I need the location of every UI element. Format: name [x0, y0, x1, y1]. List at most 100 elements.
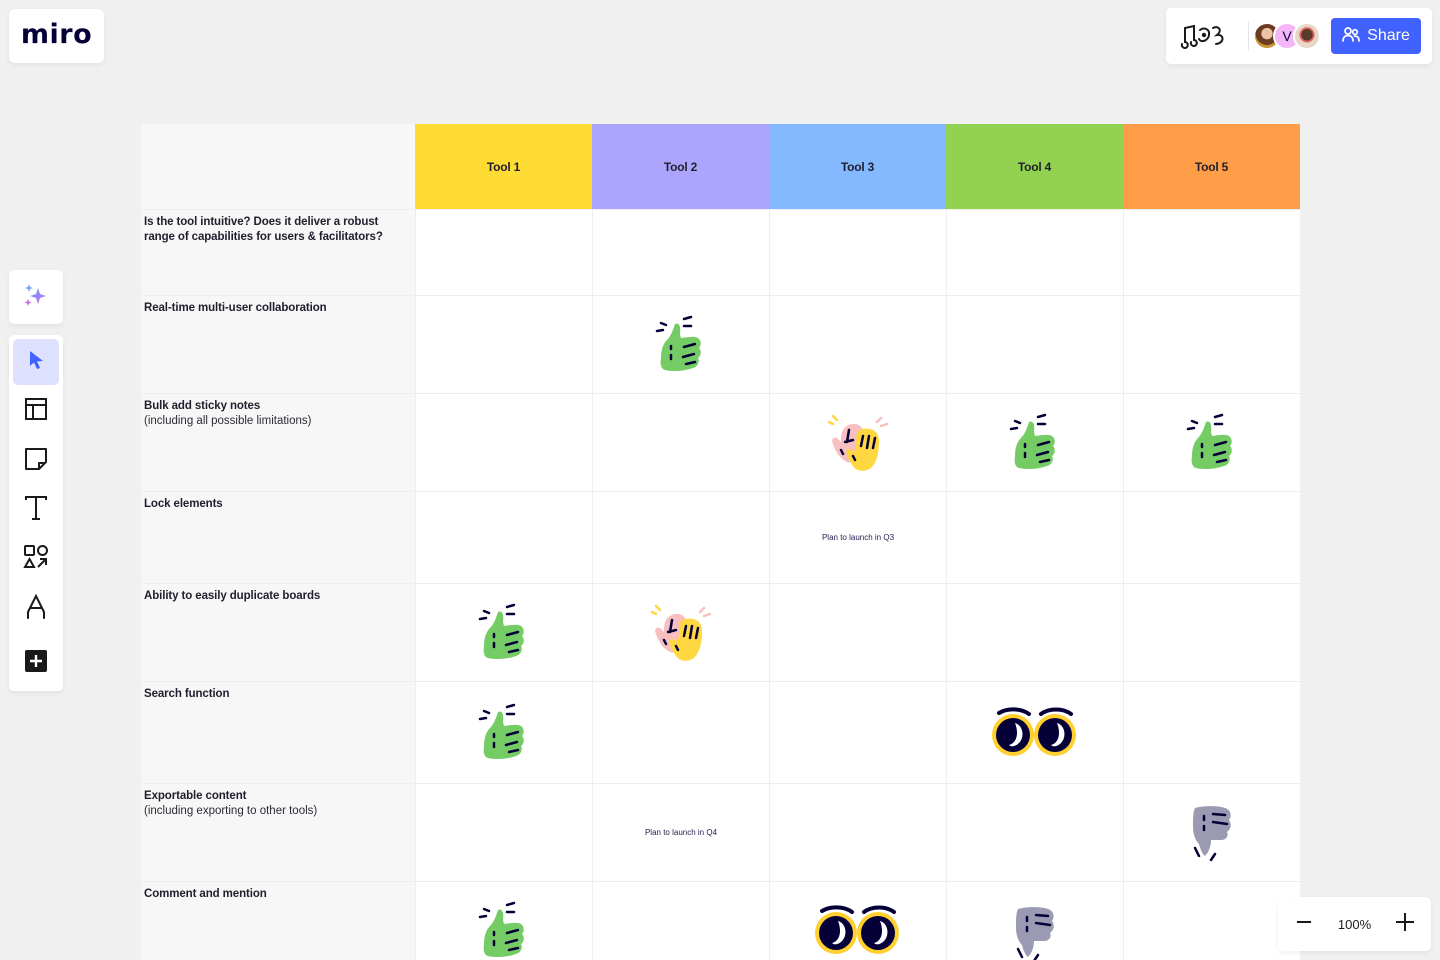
column-header-tool-3[interactable]: Tool 3 [769, 124, 946, 209]
eyes-icon[interactable] [989, 705, 1081, 761]
minus-icon [1295, 913, 1313, 936]
column-header-label: Tool 3 [840, 159, 875, 174]
table-cell[interactable] [592, 583, 769, 681]
eyes-icon[interactable] [812, 903, 904, 959]
table-cell[interactable] [769, 681, 946, 783]
table-cell[interactable] [415, 583, 592, 681]
row-label-cell[interactable]: Ability to easily duplicate boards [141, 583, 415, 681]
table-cell[interactable] [592, 393, 769, 491]
table-cell[interactable] [769, 783, 946, 881]
column-header-label: Tool 4 [1017, 159, 1052, 174]
avatar[interactable] [1293, 22, 1321, 50]
zoom-in-button[interactable] [1393, 912, 1417, 936]
select-tool[interactable] [13, 339, 59, 385]
table-cell[interactable] [415, 881, 592, 960]
table-cell[interactable] [1123, 393, 1300, 491]
thumbs-up-icon[interactable] [476, 900, 532, 960]
table-cell[interactable] [946, 209, 1123, 295]
table-cell[interactable] [415, 209, 592, 295]
table-cell[interactable] [946, 583, 1123, 681]
table-cell[interactable] [946, 491, 1123, 583]
table-cell[interactable] [415, 295, 592, 393]
row-sublabel: (including all possible limitations) [144, 415, 312, 427]
users-icon [1342, 26, 1360, 47]
pen-tool[interactable] [13, 586, 59, 632]
table-cell[interactable] [415, 393, 592, 491]
table-cell[interactable] [1123, 295, 1300, 393]
table-cell[interactable] [415, 681, 592, 783]
cursor-icon [26, 349, 46, 376]
table-cell[interactable] [415, 491, 592, 583]
row-label-cell[interactable]: Search function [141, 681, 415, 783]
row-label: Comment and mention [144, 888, 267, 900]
table-cell[interactable]: Plan to launch in Q3 [769, 491, 946, 583]
table-cell[interactable] [769, 393, 946, 491]
row-label: Real-time multi-user collaboration [144, 302, 327, 314]
table-cell[interactable] [769, 583, 946, 681]
table-cell[interactable] [946, 681, 1123, 783]
column-header-label: Tool 2 [663, 159, 698, 174]
table-cell[interactable] [1123, 491, 1300, 583]
column-header-tool-5[interactable]: Tool 5 [1123, 124, 1300, 209]
high-five-icon[interactable] [648, 600, 714, 666]
row-label-cell[interactable]: Real-time multi-user collaboration [141, 295, 415, 393]
share-label: Share [1367, 27, 1410, 44]
share-button[interactable]: Share [1331, 18, 1421, 54]
zoom-level[interactable]: 100% [1337, 916, 1372, 932]
table-grid: Tool 1 Tool 2 Tool 3 Tool 4 Tool 5 Is the too… [141, 124, 1300, 960]
table-cell[interactable] [1123, 209, 1300, 295]
table-cell[interactable] [592, 681, 769, 783]
shapes-tool[interactable] [13, 536, 59, 582]
column-header-tool-4[interactable]: Tool 4 [946, 124, 1123, 209]
ai-assist-button[interactable] [9, 270, 63, 324]
sticky-note-tool[interactable] [13, 438, 59, 484]
column-header-tool-1[interactable]: Tool 1 [415, 124, 592, 209]
table-cell[interactable] [592, 209, 769, 295]
thumbs-up-icon[interactable] [1007, 412, 1063, 474]
row-label-cell[interactable]: Lock elements [141, 491, 415, 583]
row-label: Lock elements [144, 498, 223, 510]
thumbs-down-icon[interactable] [1010, 903, 1060, 960]
text-tool[interactable] [13, 487, 59, 533]
table-cell[interactable] [1123, 681, 1300, 783]
templates-tool[interactable] [13, 388, 59, 434]
plus-icon [24, 649, 48, 678]
column-header-tool-2[interactable]: Tool 2 [592, 124, 769, 209]
table-cell[interactable]: Plan to launch in Q4 [592, 783, 769, 881]
board-reactions-icon[interactable] [1178, 21, 1234, 51]
cell-note: Plan to launch in Q4 [644, 828, 718, 837]
table-cell[interactable] [592, 491, 769, 583]
row-sublabel: (including exporting to other tools) [144, 805, 318, 817]
thumbs-up-icon[interactable] [1184, 412, 1240, 474]
table-cell[interactable] [415, 783, 592, 881]
thumbs-up-icon[interactable] [476, 602, 532, 664]
table-cell[interactable] [769, 881, 946, 960]
table-cell[interactable] [946, 295, 1123, 393]
row-label-cell[interactable]: Exportable content (including exporting t… [141, 783, 415, 881]
table-cell[interactable] [592, 881, 769, 960]
table-cell[interactable] [769, 295, 946, 393]
more-tools-button[interactable] [13, 640, 59, 686]
table-cell[interactable] [946, 881, 1123, 960]
thumbs-up-icon[interactable] [653, 314, 709, 376]
table-cell[interactable] [1123, 583, 1300, 681]
logo-button[interactable]: miro [9, 9, 104, 63]
column-header-label: Tool 1 [486, 159, 521, 174]
row-label: Search function [144, 688, 230, 700]
high-five-icon[interactable] [825, 410, 891, 476]
table-cell[interactable] [946, 783, 1123, 881]
row-label-cell[interactable]: Comment and mention [141, 881, 415, 960]
table-cell[interactable] [1123, 881, 1300, 960]
plus-icon [1395, 912, 1415, 937]
table-cell[interactable] [946, 393, 1123, 491]
thumbs-down-icon[interactable] [1187, 802, 1237, 864]
sticky-note-icon [24, 447, 48, 476]
table-cell[interactable] [1123, 783, 1300, 881]
row-label-cell[interactable]: Bulk add sticky notes (including all poss… [141, 393, 415, 491]
table-cell[interactable] [769, 209, 946, 295]
thumbs-up-icon[interactable] [476, 702, 532, 764]
zoom-out-button[interactable] [1292, 912, 1316, 936]
row-label-cell[interactable]: Is the tool intuitive? Does it deliver a… [141, 209, 415, 295]
table-cell[interactable] [592, 295, 769, 393]
text-icon [24, 495, 48, 526]
